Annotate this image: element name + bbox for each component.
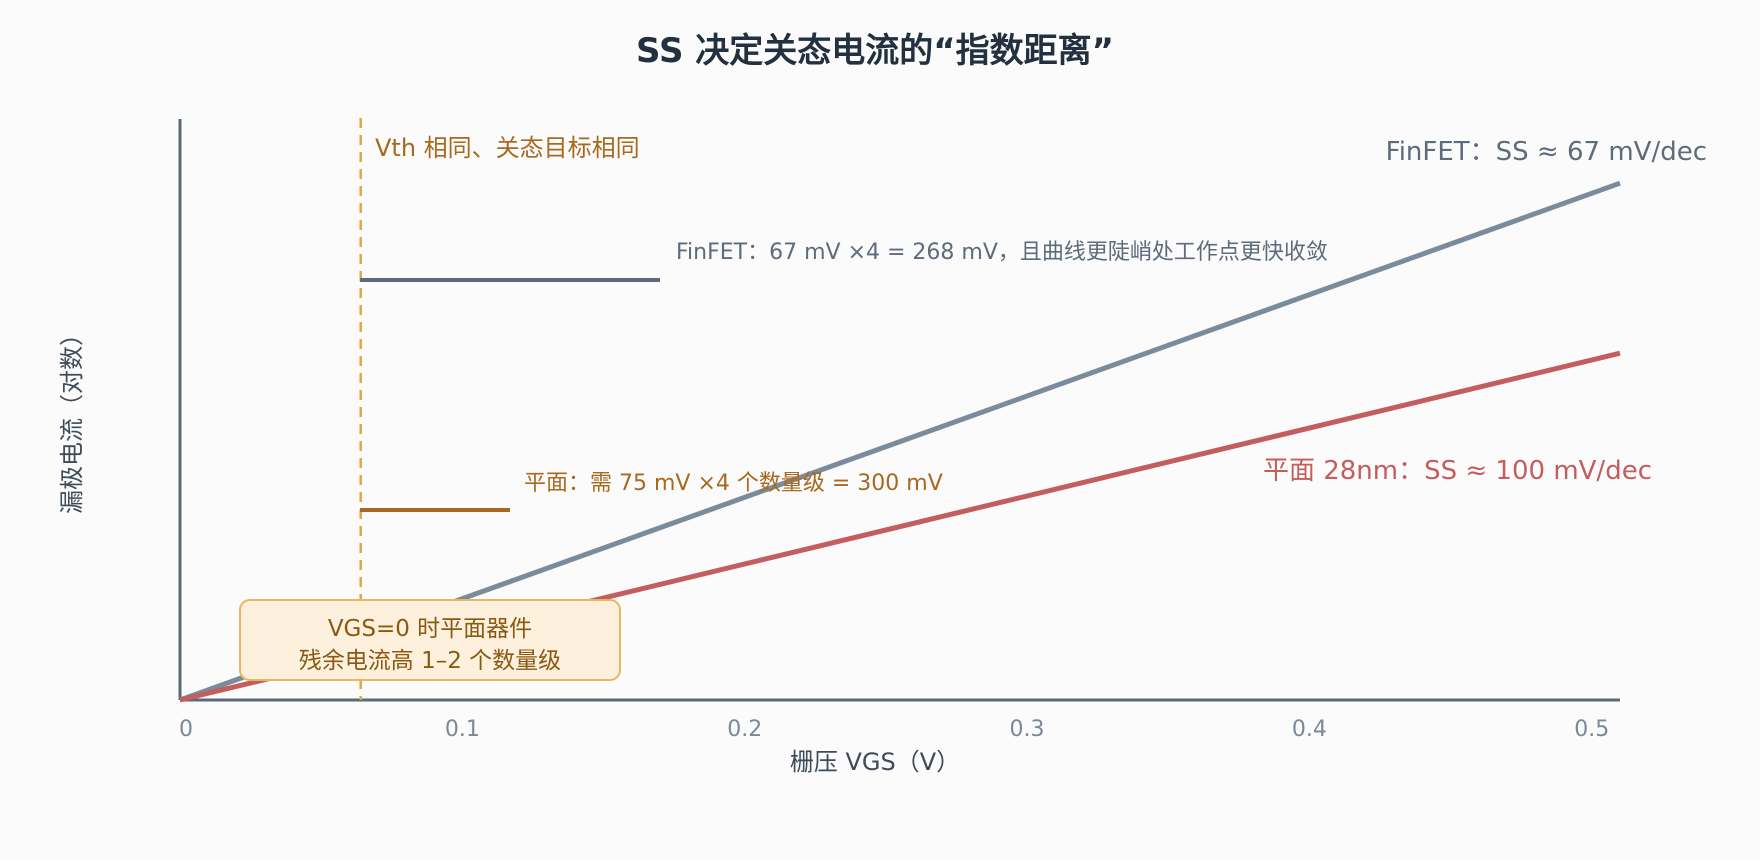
x-tick-labels: 0 0.1 0.2 0.3 0.4 0.5 (179, 717, 1609, 742)
x-tick-label: 0.5 (1574, 717, 1609, 742)
finfet-note: FinFET：67 mV ×4 = 268 mV，且曲线更陡峭处工作点更快收敛 (676, 240, 1328, 265)
x-tick-label: 0.4 (1292, 717, 1327, 742)
x-axis-label: 栅压 VGS（V） (790, 748, 960, 776)
annotation-box-line1: VGS=0 时平面器件 (328, 616, 532, 642)
x-tick-label: 0.1 (445, 717, 480, 742)
annotation-box-line2: 残余电流高 1–2 个数量级 (299, 648, 561, 674)
x-tick-label: 0.2 (727, 717, 762, 742)
chart-title: SS 决定关态电流的“指数距离” (636, 31, 1114, 71)
x-tick-label: 0 (179, 717, 193, 742)
planar-series-label: 平面 28nm：SS ≈ 100 mV/dec (1263, 456, 1652, 486)
planar-note: 平面：需 75 mV ×4 个数量级 = 300 mV (524, 471, 943, 496)
y-axis-label: 漏极电流（对数） (58, 322, 86, 514)
vth-label: Vth 相同、关态目标相同 (375, 134, 640, 162)
annotation-box (239, 599, 621, 681)
finfet-series-label: FinFET：SS ≈ 67 mV/dec (1386, 137, 1707, 167)
x-tick-label: 0.3 (1010, 717, 1045, 742)
